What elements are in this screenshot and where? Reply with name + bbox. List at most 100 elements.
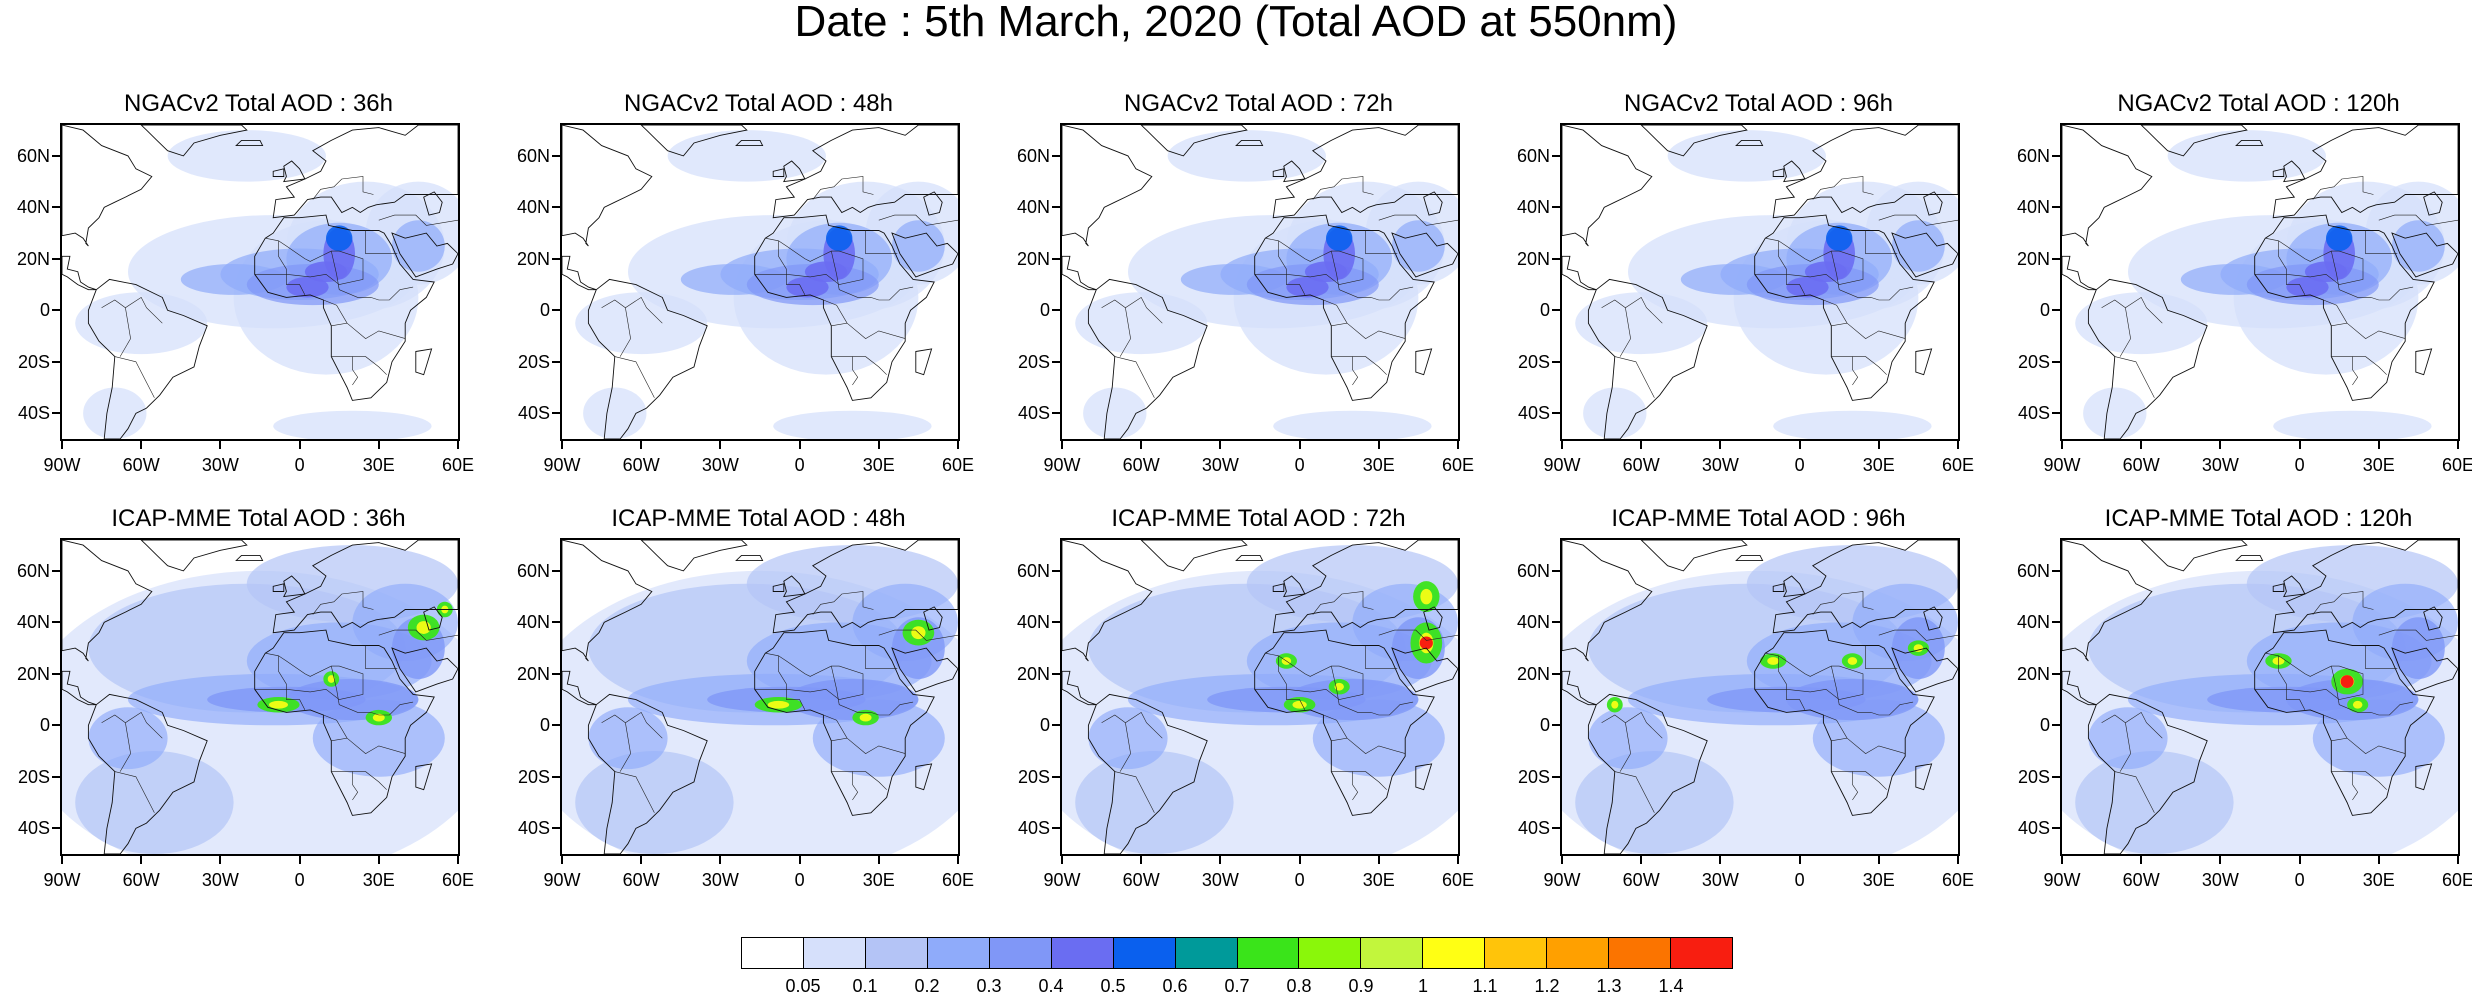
lon-tick bbox=[1377, 441, 1380, 449]
lat-tick bbox=[1552, 206, 1560, 209]
lat-label: 20N bbox=[16, 663, 50, 684]
coastline bbox=[2415, 763, 2433, 791]
coastline bbox=[423, 191, 443, 216]
coastline bbox=[283, 575, 306, 598]
map-panel: NGACv2 Total AOD : 36h 60N 40N 20N 0 20S 40S 90… bbox=[0, 92, 540, 532]
lon-label: 90W bbox=[43, 870, 81, 890]
lat-tick bbox=[1052, 672, 1060, 675]
aod-field bbox=[892, 220, 945, 272]
lon-label: 30W bbox=[2201, 455, 2239, 475]
lat-label: 20S bbox=[17, 351, 50, 372]
aod-field bbox=[1304, 261, 1348, 282]
coastline bbox=[640, 125, 748, 157]
colorbar-swatch bbox=[927, 938, 990, 968]
country-border bbox=[1378, 214, 1458, 226]
lon-tick bbox=[298, 441, 301, 449]
lat-tick bbox=[2052, 309, 2060, 312]
country-border bbox=[823, 299, 848, 327]
coastline bbox=[272, 168, 285, 177]
coastline bbox=[1640, 540, 1748, 572]
lat-label: 40N bbox=[1516, 612, 1550, 633]
lon-label: 60W bbox=[622, 870, 660, 890]
country-border bbox=[2101, 296, 2163, 324]
lon-tick bbox=[140, 856, 143, 864]
lat-label: 20S bbox=[17, 766, 50, 787]
coastline bbox=[1283, 575, 1306, 598]
lon-label: 60W bbox=[1122, 455, 1160, 475]
lat-label: 20S bbox=[1517, 351, 1550, 372]
coastline bbox=[1423, 606, 1443, 631]
lat-tick bbox=[1552, 257, 1560, 260]
map-panel: ICAP-MME Total AOD : 120h 60N 40N 20N 0 20S 40… bbox=[2000, 507, 2472, 947]
aod-field bbox=[273, 410, 432, 439]
map-panel: ICAP-MME Total AOD : 48h 60N 40N 20N 0 20S 40S… bbox=[500, 507, 1040, 947]
country-border bbox=[823, 714, 848, 742]
lon-tick bbox=[140, 441, 143, 449]
lon-label: 60E bbox=[941, 455, 975, 475]
lon-label: 30W bbox=[1701, 455, 1739, 475]
coastline bbox=[2423, 191, 2443, 216]
map-panel: ICAP-MME Total AOD : 36h 60N 40N 20N 0 20S 40S… bbox=[0, 507, 540, 947]
coastline bbox=[2391, 232, 2458, 278]
lat-label: 40N bbox=[1016, 612, 1050, 633]
coastline bbox=[891, 647, 958, 693]
country-border bbox=[1614, 356, 1655, 398]
lat-label: 20S bbox=[1017, 351, 1050, 372]
aod-field bbox=[826, 225, 853, 252]
lat-tick bbox=[52, 621, 60, 624]
coastline bbox=[1587, 693, 1708, 854]
coastline bbox=[1783, 575, 1806, 598]
coastline bbox=[923, 191, 943, 216]
lon-label: 90W bbox=[1043, 870, 1081, 890]
country-border bbox=[878, 214, 958, 226]
aod-field bbox=[1786, 678, 1919, 721]
map-panel: NGACv2 Total AOD : 96h 60N 40N 20N 0 20S 40S 90… bbox=[1500, 92, 2040, 532]
lon-label: 30W bbox=[701, 870, 739, 890]
aod-field bbox=[268, 700, 288, 709]
lat-tick bbox=[1552, 672, 1560, 675]
aod-field bbox=[1847, 657, 1858, 665]
lat-tick bbox=[552, 360, 560, 363]
country-border bbox=[1614, 771, 1655, 813]
aod-field bbox=[1273, 410, 1432, 439]
lat-tick bbox=[2052, 412, 2060, 415]
aod-field bbox=[83, 387, 147, 439]
lat-label: 60N bbox=[1016, 145, 1050, 166]
country-border bbox=[2119, 722, 2131, 772]
aod-field bbox=[75, 751, 234, 854]
country-border bbox=[1114, 771, 1155, 813]
lon-label: 30W bbox=[1201, 455, 1239, 475]
lon-tick bbox=[561, 856, 563, 864]
country-border bbox=[2346, 322, 2406, 339]
lat-label: 0 bbox=[39, 715, 50, 736]
lon-label: 30E bbox=[2362, 455, 2395, 475]
country-border bbox=[865, 230, 898, 254]
lat-label: 20S bbox=[2017, 351, 2050, 372]
map-frame bbox=[1560, 538, 1960, 856]
lon-tick bbox=[298, 856, 301, 864]
aod-field bbox=[304, 261, 348, 282]
coastline bbox=[140, 125, 248, 157]
country-border bbox=[2331, 666, 2414, 716]
panel-title: NGACv2 Total AOD : 36h bbox=[123, 90, 393, 117]
colorbar-swatch bbox=[1113, 938, 1176, 968]
coastline bbox=[391, 647, 458, 693]
coastline bbox=[1140, 125, 1248, 157]
coastline bbox=[140, 540, 248, 572]
lat-label: 0 bbox=[2039, 300, 2050, 321]
country-border bbox=[831, 251, 914, 301]
aod-field bbox=[859, 713, 872, 722]
country-border bbox=[865, 645, 898, 669]
aod-field bbox=[583, 387, 647, 439]
coastline bbox=[1062, 255, 1097, 291]
map-frame bbox=[2060, 123, 2460, 441]
lat-label: 40S bbox=[2017, 403, 2050, 424]
lon-label: 90W bbox=[43, 455, 81, 475]
country-border bbox=[1119, 722, 1131, 772]
lon-tick bbox=[1140, 856, 1143, 864]
coastline bbox=[1772, 168, 1785, 177]
lon-tick bbox=[2061, 856, 2063, 864]
coastline bbox=[1562, 255, 1597, 291]
lon-label: 0 bbox=[1794, 455, 1805, 475]
aod-field bbox=[1575, 751, 1734, 854]
